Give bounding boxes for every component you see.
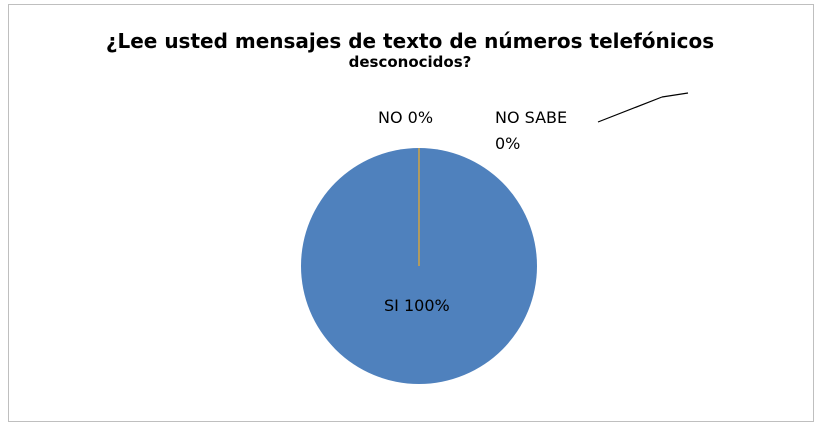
data-labels: NO 0% NO SABE 0% SI 100% xyxy=(378,108,567,315)
pie-slices xyxy=(301,148,537,384)
chart-title-line-1: ¿Lee usted mensajes de texto de números … xyxy=(105,29,715,53)
chart-title-line-2: desconocidos? xyxy=(348,53,472,71)
leader-line-no-sabe xyxy=(597,96,663,123)
chart-title: ¿Lee usted mensajes de texto de números … xyxy=(70,29,750,72)
data-label-no-sabe-name: NO SABE xyxy=(495,108,567,127)
data-label-no-sabe-value: 0% xyxy=(495,134,520,153)
data-label-si: SI 100% xyxy=(384,296,450,315)
leader-lines xyxy=(597,92,689,123)
data-label-no: NO 0% xyxy=(378,108,433,127)
leader-line-no-sabe-tail xyxy=(661,92,689,98)
